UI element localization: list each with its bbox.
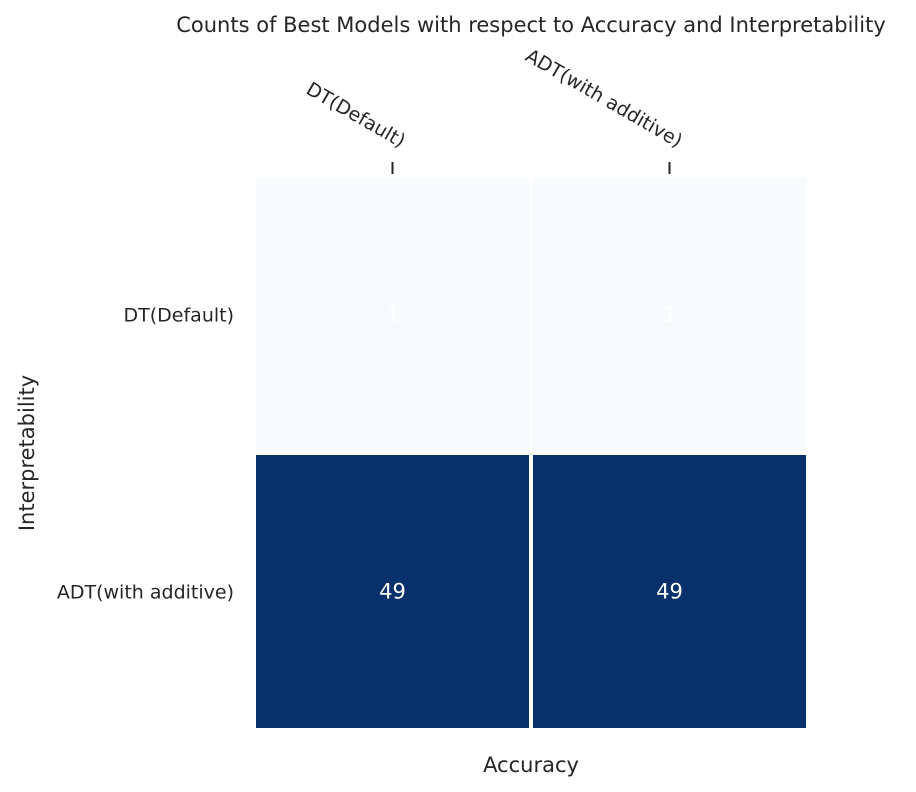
y-axis-label: Interpretability <box>15 375 39 531</box>
heatmap-cell <box>252 451 533 732</box>
heatmap-cell <box>529 451 810 732</box>
y-axis-ticks: DT(Default) ADT(with additive) <box>57 305 234 604</box>
y-tick-label: ADT(with additive) <box>57 582 234 604</box>
x-tick-label: DT(Default) <box>302 78 409 152</box>
heatmap-cell <box>529 174 810 455</box>
cell-value-label: 49 <box>379 580 406 604</box>
y-tick-label: DT(Default) <box>124 305 234 327</box>
chart-title: Counts of Best Models with respect to Ac… <box>176 13 886 37</box>
heatmap-cell <box>252 174 533 455</box>
x-axis-ticks: DT(Default) ADT(with additive) <box>302 45 686 174</box>
x-axis-label: Accuracy <box>483 753 579 777</box>
cell-value-label: 1 <box>663 303 676 327</box>
x-tick-label: ADT(with additive) <box>522 45 686 153</box>
cell-value-label: 1 <box>386 303 399 327</box>
cell-value-label: 49 <box>656 580 683 604</box>
heatmap-cells: 1 1 49 49 <box>252 174 810 732</box>
